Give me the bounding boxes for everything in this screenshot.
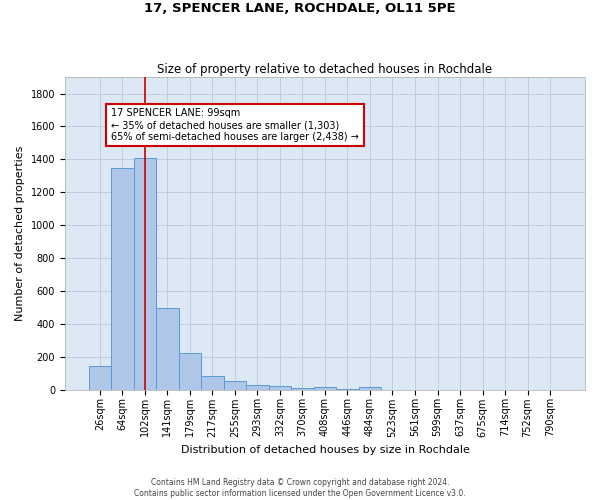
Bar [201, 376, 224, 390]
Text: 17 SPENCER LANE: 99sqm
← 35% of detached houses are smaller (1,303)
65% of semi-: 17 SPENCER LANE: 99sqm ← 35% of detached… [111, 108, 359, 142]
Bar [336, 388, 359, 390]
Bar [156, 308, 179, 390]
Bar [111, 168, 134, 390]
X-axis label: Distribution of detached houses by size in Rochdale: Distribution of detached houses by size … [181, 445, 469, 455]
Bar [291, 388, 314, 390]
Bar [89, 366, 111, 390]
Bar [179, 352, 201, 390]
Bar [359, 386, 381, 390]
Bar [224, 382, 246, 390]
Y-axis label: Number of detached properties: Number of detached properties [15, 146, 25, 321]
Title: Size of property relative to detached houses in Rochdale: Size of property relative to detached ho… [157, 63, 493, 76]
Text: Contains HM Land Registry data © Crown copyright and database right 2024.
Contai: Contains HM Land Registry data © Crown c… [134, 478, 466, 498]
Bar [269, 386, 291, 390]
Bar [246, 384, 269, 390]
Bar [134, 158, 156, 390]
Text: 17, SPENCER LANE, ROCHDALE, OL11 5PE: 17, SPENCER LANE, ROCHDALE, OL11 5PE [144, 2, 456, 16]
Bar [314, 387, 336, 390]
